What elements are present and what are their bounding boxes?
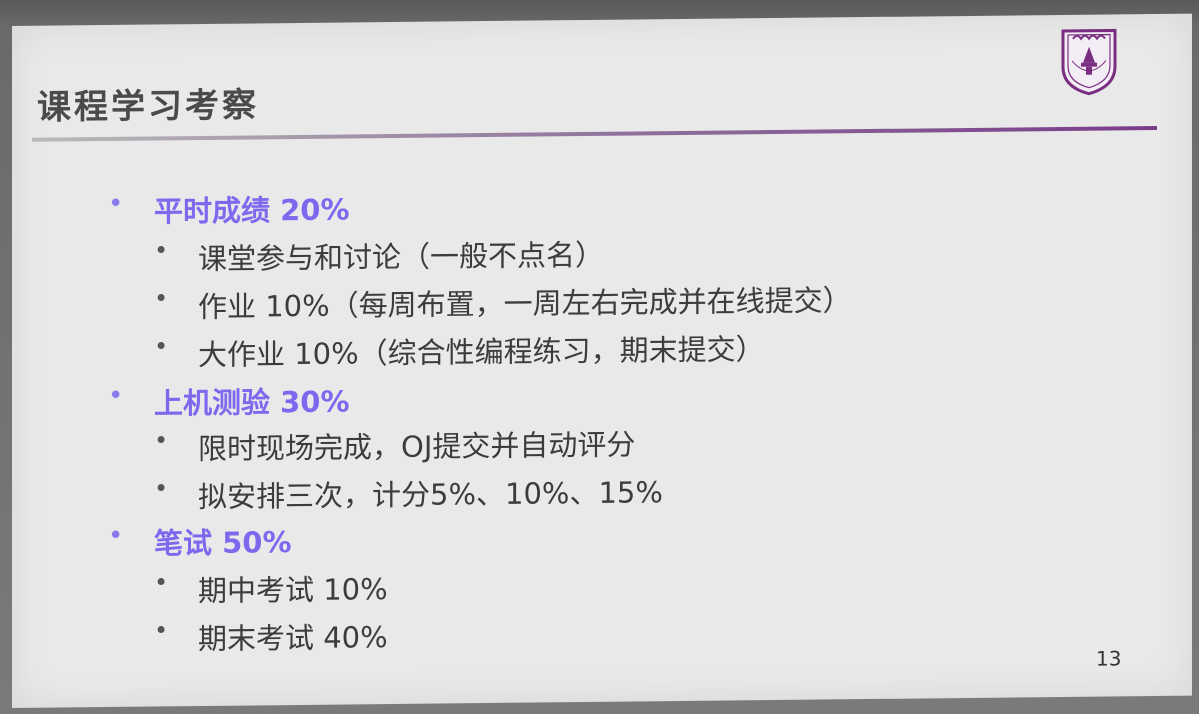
slide: 课程学习考察 • 平时成绩 20% • 课堂参与和讨论（一般不点名） • 作业 … — [12, 13, 1192, 708]
list-item: • 笔试 50% — [108, 519, 292, 562]
bullet-dot-icon: • — [154, 284, 169, 313]
bullet-dot-icon: • — [108, 520, 124, 551]
list-item-text: 课堂参与和讨论（一般不点名） — [198, 237, 605, 277]
list-item: • 期中考试 10% — [154, 566, 388, 610]
list-item-text: 笔试 50% — [154, 525, 292, 561]
slide-title: 课程学习考察 — [37, 85, 259, 128]
list-item: • 限时现场完成，OJ提交并自动评分 — [154, 421, 636, 468]
title-underline — [32, 126, 1157, 142]
list-item: • 课堂参与和讨论（一般不点名） — [154, 232, 605, 278]
list-item-text: 作业 10%（每周布置，一周左右完成并在线提交） — [198, 283, 852, 325]
bullet-dot-icon: • — [108, 380, 124, 411]
list-item-text: 拟安排三次，计分5%、10%、15% — [198, 475, 663, 515]
bullet-dot-icon: • — [154, 474, 169, 503]
list-item-text: 期中考试 10% — [198, 572, 388, 609]
bullet-dot-icon: • — [154, 568, 169, 597]
list-item-text: 上机测验 30% — [154, 384, 350, 421]
list-item: • 上机测验 30% — [108, 378, 350, 422]
list-item: • 作业 10%（每周布置，一周左右完成并在线提交） — [154, 277, 852, 326]
page-number: 13 — [1096, 646, 1122, 671]
list-item: • 大作业 10%（综合性编程练习，期末提交） — [154, 326, 765, 374]
list-item-text: 平时成绩 20% — [154, 192, 350, 229]
bullet-dot-icon: • — [154, 332, 169, 361]
bullet-dot-icon: • — [154, 236, 169, 265]
bullet-dot-icon: • — [154, 426, 169, 455]
bullet-dot-icon: • — [154, 616, 169, 645]
bullet-dot-icon: • — [108, 188, 124, 219]
list-item-text: 限时现场完成，OJ提交并自动评分 — [198, 427, 636, 467]
list-item: • 拟安排三次，计分5%、10%、15% — [154, 469, 663, 516]
list-item-text: 大作业 10%（综合性编程练习，期末提交） — [198, 332, 765, 373]
list-item-text: 期末考试 40% — [198, 620, 388, 657]
list-item: • 平时成绩 20% — [108, 186, 350, 230]
university-crest-icon — [1061, 28, 1117, 96]
list-item: • 期末考试 40% — [154, 614, 388, 658]
